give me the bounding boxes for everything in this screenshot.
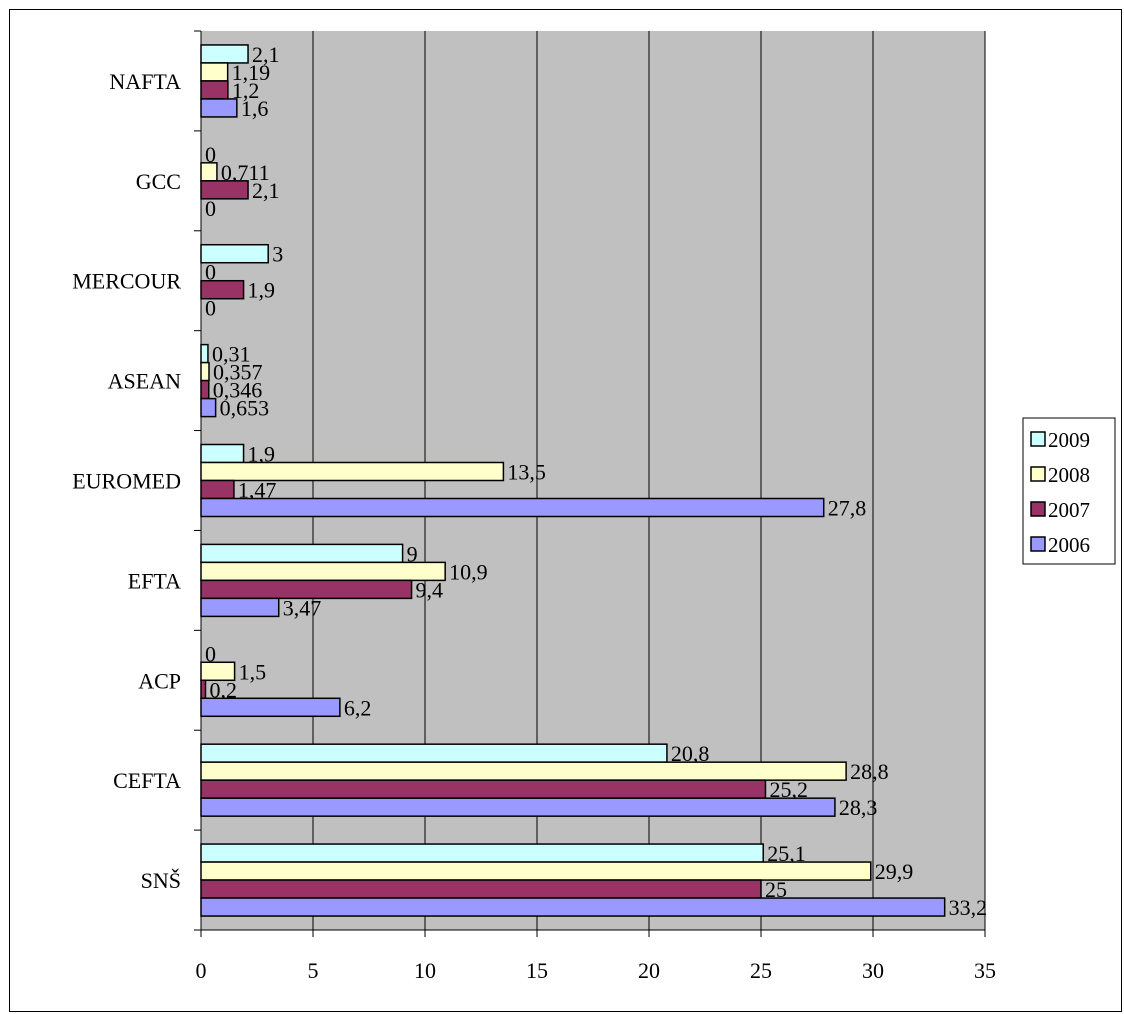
data-label: 1,5	[239, 659, 267, 684]
category-label: EFTA	[128, 568, 181, 593]
category-label: NAFTA	[109, 69, 181, 94]
category-label: EUROMED	[72, 469, 181, 494]
data-label: 0	[205, 196, 216, 221]
bar	[201, 63, 228, 81]
legend-swatch	[1031, 467, 1045, 481]
x-tick-label: 10	[414, 958, 436, 983]
bar	[201, 445, 244, 463]
category-label: MERCOUR	[72, 269, 181, 294]
bar	[201, 345, 208, 363]
bar	[201, 399, 216, 417]
data-label: 10,9	[449, 559, 488, 584]
data-label: 0	[205, 296, 216, 321]
data-label: 13,5	[507, 460, 546, 485]
bar	[201, 698, 340, 716]
legend-label: 2007	[1048, 498, 1090, 522]
bar	[201, 544, 403, 562]
legend-swatch	[1031, 537, 1045, 551]
category-label: GCC	[136, 169, 181, 194]
bar	[201, 381, 209, 399]
data-label: 2,1	[252, 178, 279, 203]
legend-label: 2009	[1048, 428, 1090, 452]
legend-swatch	[1031, 432, 1045, 446]
data-label: 1,9	[248, 278, 276, 303]
category-label: ASEAN	[108, 369, 181, 394]
bar	[201, 481, 234, 499]
category-label: SNŠ	[141, 868, 181, 893]
bar	[201, 99, 237, 117]
data-label: 28,3	[839, 795, 878, 820]
bar	[201, 880, 761, 898]
bar	[201, 844, 763, 862]
legend-label: 2008	[1048, 463, 1090, 487]
data-label: 3,47	[283, 595, 322, 620]
x-tick-label: 5	[308, 958, 319, 983]
x-tick-label: 30	[862, 958, 884, 983]
bar	[201, 363, 209, 381]
bar	[201, 780, 765, 798]
x-tick-label: 20	[638, 958, 660, 983]
data-label: 3	[272, 242, 283, 267]
bar	[201, 163, 217, 181]
data-label: 0,653	[220, 396, 270, 421]
data-label: 33,2	[949, 895, 988, 920]
bar	[201, 798, 835, 816]
bar	[201, 598, 279, 616]
bar	[201, 81, 228, 99]
x-tick-label: 35	[974, 958, 996, 983]
legend-label: 2006	[1048, 533, 1090, 557]
bar	[201, 680, 205, 698]
data-label: 29,9	[875, 859, 914, 884]
category-label: CEFTA	[113, 768, 181, 793]
data-label: 6,2	[344, 695, 372, 720]
bar	[201, 898, 945, 916]
bar	[201, 499, 824, 517]
data-label: 28,8	[850, 759, 889, 784]
legend-swatch	[1031, 502, 1045, 516]
bar	[201, 562, 445, 580]
data-label: 27,8	[828, 496, 867, 521]
x-tick-label: 15	[526, 958, 548, 983]
data-label: 1,6	[241, 96, 269, 121]
x-tick-label: 0	[196, 958, 207, 983]
bar	[201, 744, 667, 762]
bar	[201, 762, 846, 780]
data-label: 9,4	[416, 577, 444, 602]
category-label: ACP	[138, 668, 181, 693]
x-tick-label: 25	[750, 958, 772, 983]
